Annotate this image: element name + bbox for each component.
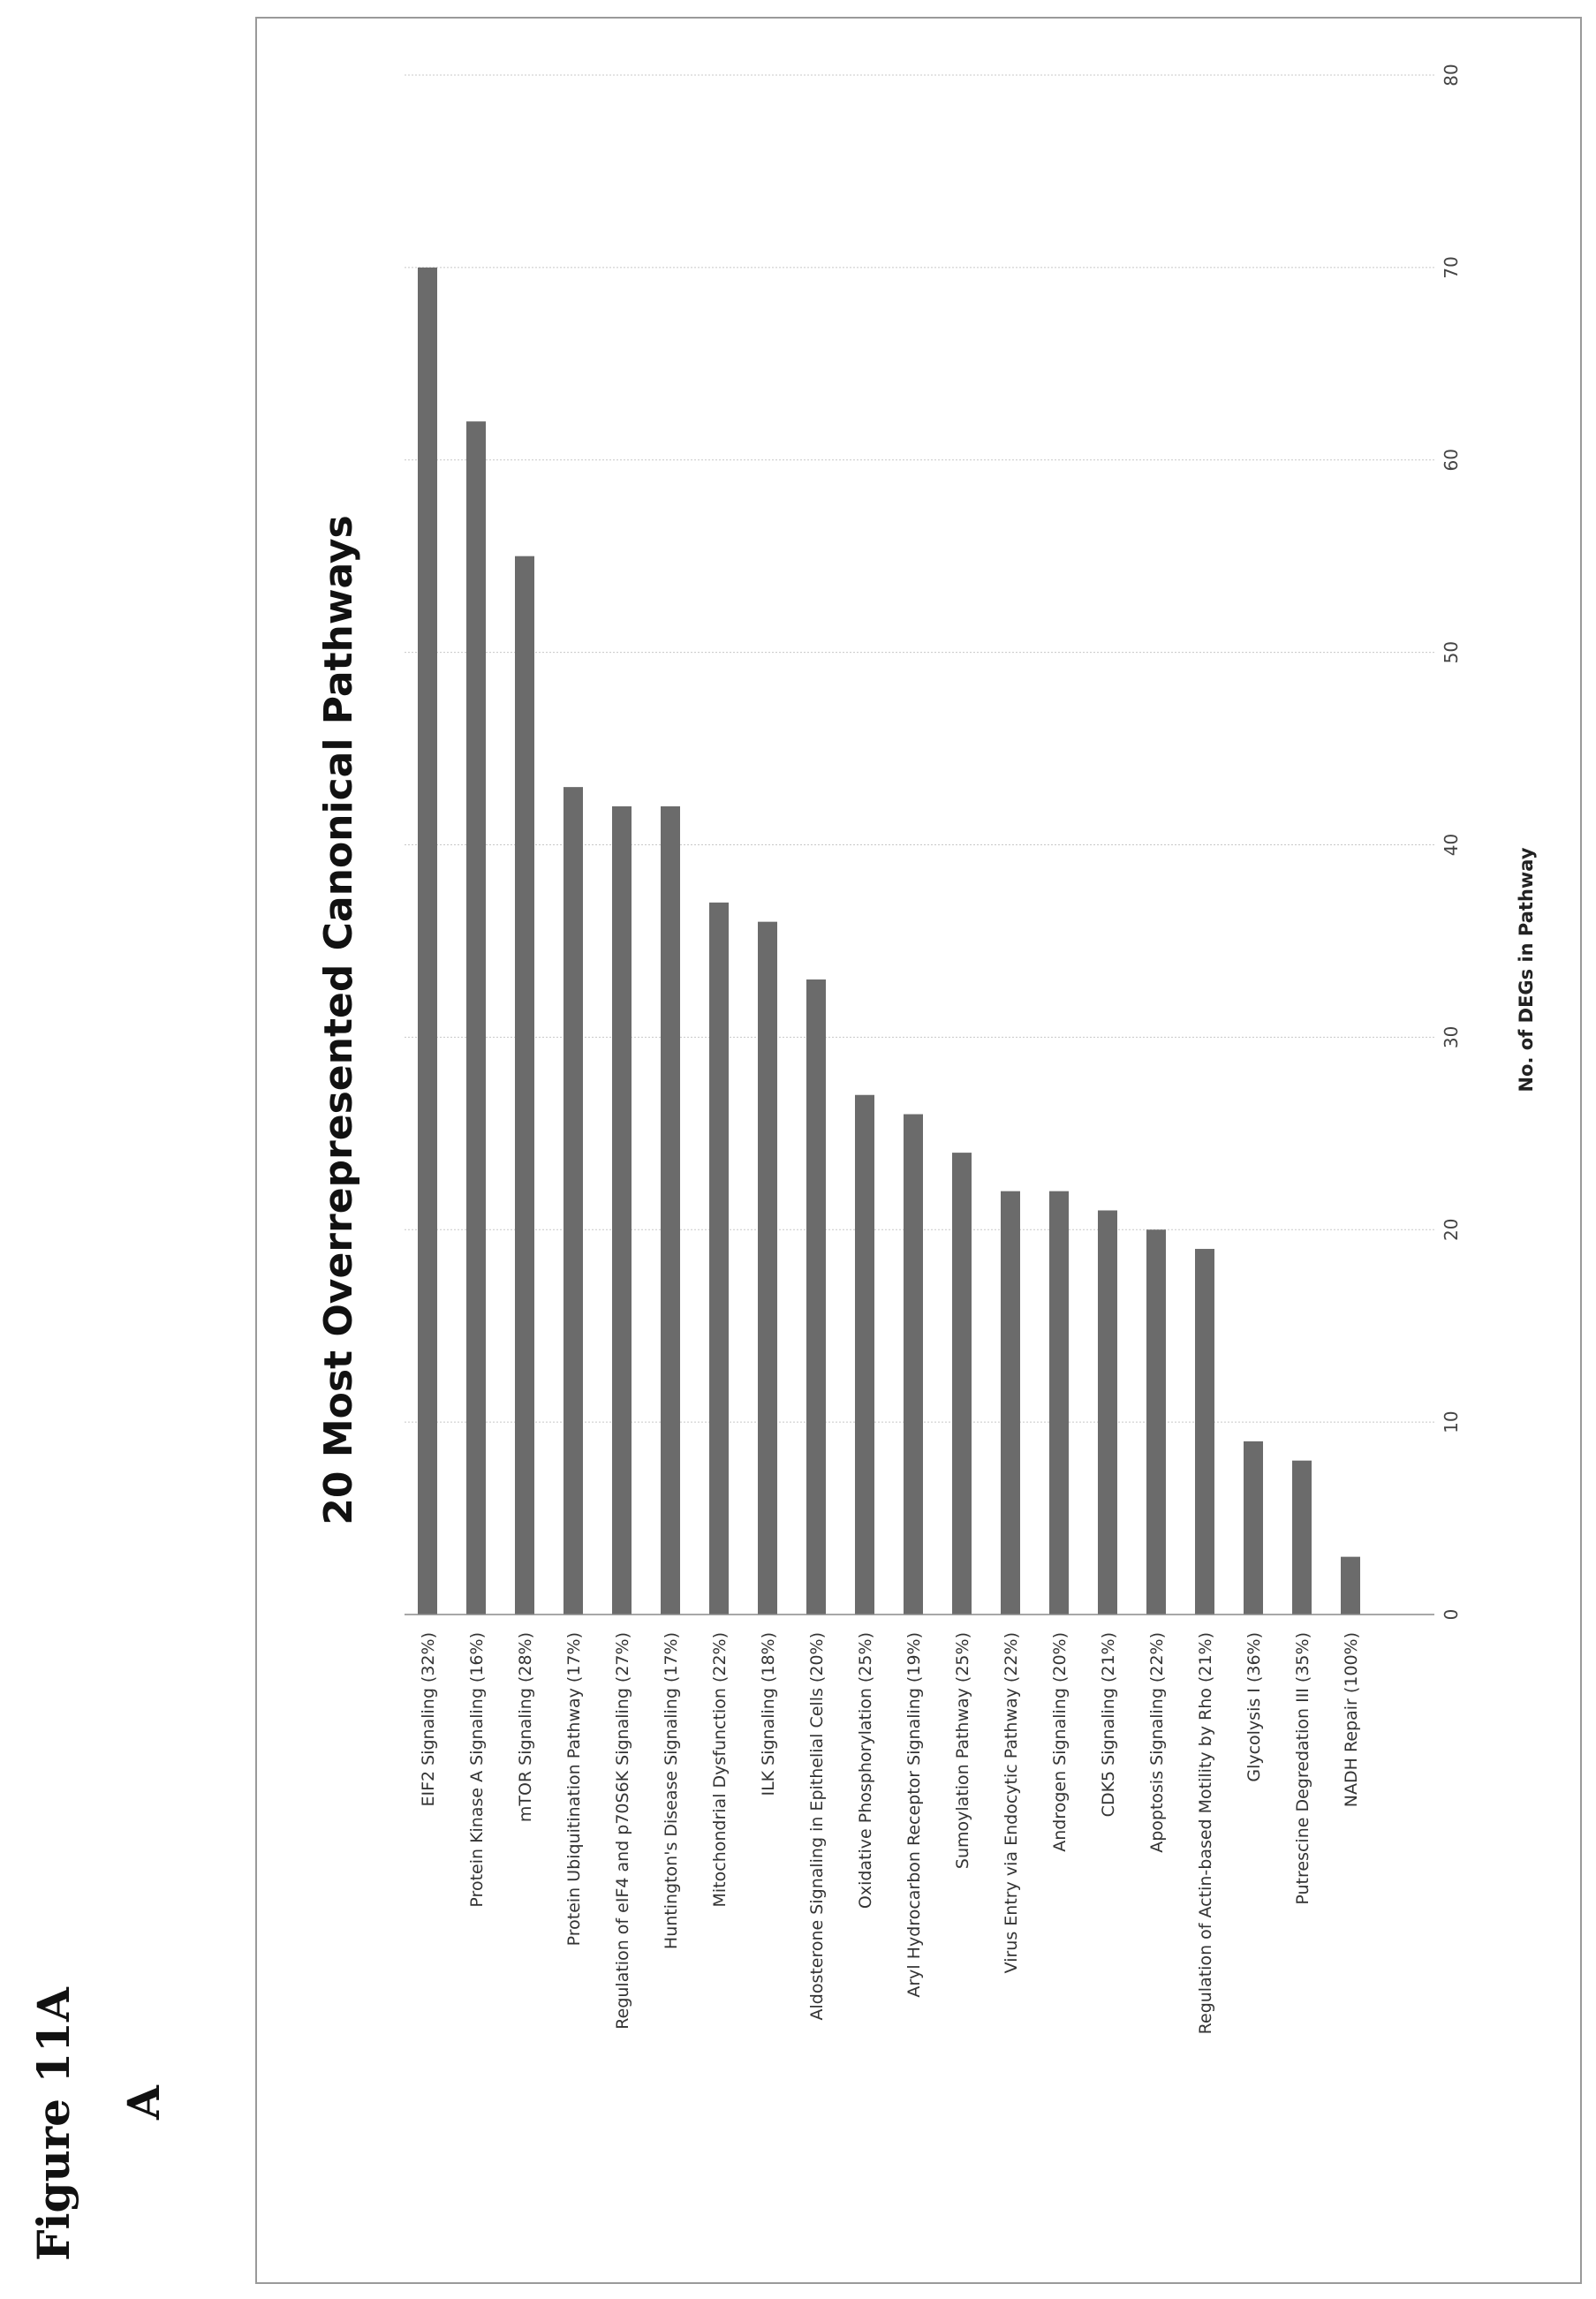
category-label: Androgen Signaling (20%) — [1050, 1632, 1070, 1852]
bar — [418, 267, 437, 1615]
bar — [709, 902, 729, 1615]
category-label: Aldosterone Signaling in Epithelial Cell… — [807, 1632, 827, 2021]
bar-layer — [418, 267, 1360, 1615]
chart-title: 20 Most Overrepresented Canonical Pathwa… — [316, 515, 361, 1524]
bar — [904, 1114, 923, 1615]
tick-label: 40 — [1441, 834, 1462, 856]
category-label: Oxidative Phosphorylation (25%) — [856, 1632, 875, 1909]
bar — [1292, 1460, 1312, 1615]
tick-label-layer: 0 10 20 30 40 50 60 70 80 — [1441, 64, 1462, 1620]
bar — [952, 1153, 972, 1615]
category-label: Glycolysis I (36%) — [1244, 1632, 1264, 1782]
category-label: Aryl Hydrocarbon Receptor Signaling (19%… — [904, 1632, 924, 1998]
chart-frame — [255, 17, 1582, 2284]
bar — [661, 805, 680, 1615]
tick-label: 30 — [1441, 1026, 1462, 1048]
tick-label: 70 — [1441, 256, 1462, 278]
tick-label: 50 — [1441, 641, 1462, 663]
category-label: Putrescine Degredation III (35%) — [1293, 1632, 1312, 1905]
category-label: ILK Signaling (18%) — [759, 1632, 778, 1796]
bar — [806, 979, 826, 1615]
category-label: CDK5 Signaling (21%) — [1099, 1632, 1118, 1817]
category-label: Protein Ubiquitination Pathway (17%) — [564, 1632, 584, 1946]
bar — [466, 421, 486, 1615]
panel-label: A — [117, 2084, 170, 2121]
category-label: Sumoylation Pathway (25%) — [953, 1632, 972, 1869]
bar — [1049, 1191, 1069, 1615]
tick-label: 80 — [1441, 64, 1462, 86]
bar — [1195, 1249, 1214, 1615]
category-label: Regulation of Actin-based Motility by Rh… — [1196, 1632, 1215, 2034]
tick-label: 0 — [1441, 1609, 1462, 1621]
category-label: Mitochondrial Dysfunction (22%) — [710, 1632, 730, 1908]
category-label: EIF2 Signaling (32%) — [419, 1632, 438, 1807]
category-label: Apoptosis Signaling (22%) — [1147, 1632, 1167, 1853]
x-axis-title: No. of DEGs in Pathway — [1516, 847, 1537, 1092]
category-label: Regulation of eIF4 and p70S6K Signaling … — [613, 1632, 632, 2030]
tick-label: 10 — [1441, 1410, 1462, 1433]
bar — [1244, 1441, 1263, 1615]
bar — [1146, 1229, 1166, 1615]
category-label: Huntington's Disease Signaling (17%) — [662, 1632, 681, 1949]
category-label: mTOR Signaling (28%) — [516, 1632, 535, 1822]
bar — [855, 1094, 874, 1615]
bar — [1098, 1210, 1117, 1615]
category-label: NADH Repair (100%) — [1342, 1632, 1361, 1807]
tick-label: 60 — [1441, 449, 1462, 471]
bar — [1341, 1556, 1360, 1615]
bar — [758, 921, 777, 1615]
tick-label: 20 — [1441, 1219, 1462, 1241]
figure-label: Figure 11A — [27, 1986, 79, 2261]
bar — [564, 787, 583, 1615]
bar — [515, 556, 534, 1615]
category-label: Protein Kinase A Signaling (16%) — [467, 1632, 487, 1908]
category-label: Virus Entry via Endocytic Pathway (22%) — [1002, 1632, 1021, 1973]
bar — [612, 805, 632, 1615]
category-label-layer: EIF2 Signaling (32%) Protein Kinase A Sig… — [419, 1632, 1361, 2034]
bar — [1001, 1191, 1020, 1615]
